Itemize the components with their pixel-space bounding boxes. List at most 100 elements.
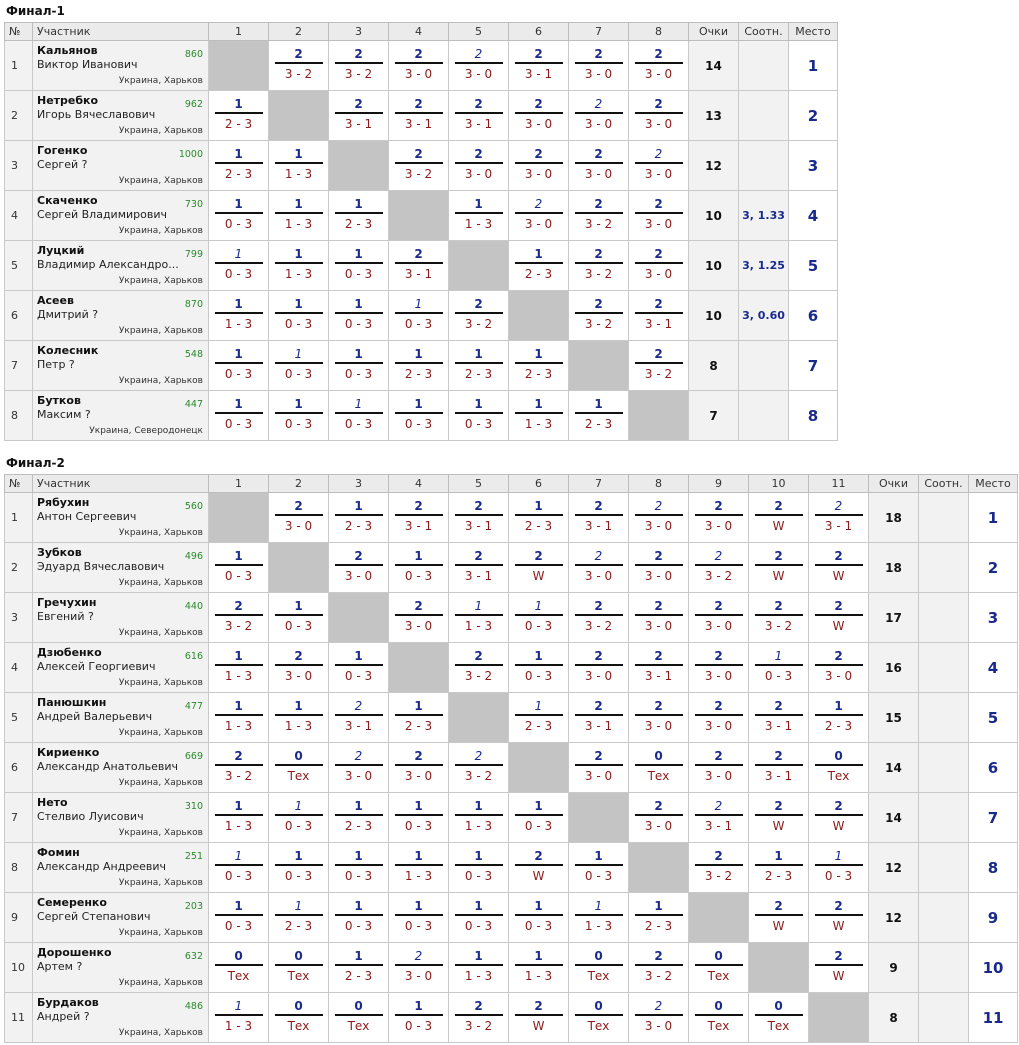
player-surname[interactable]: Семеренко: [37, 896, 107, 909]
player-surname[interactable]: Нетребко: [37, 94, 99, 107]
result-score: 1 - 3: [464, 217, 493, 231]
result-score: 3 - 2: [644, 367, 673, 381]
table-row: 3 Гречухин Евгений ? 440 Украина, Харьков 2 3 …: [4, 592, 1018, 643]
player-name: Виктор Иванович: [37, 58, 138, 71]
player-surname[interactable]: Рябухин: [37, 496, 90, 509]
result-cell: 2 3 - 1: [808, 492, 869, 543]
result-points: 2: [454, 499, 503, 516]
player-number: 4: [4, 190, 33, 241]
result-score: 0 - 3: [524, 819, 553, 833]
ratio-value: 3, 0.60: [738, 290, 789, 341]
total-points: 17: [868, 592, 919, 643]
place-value: 5: [968, 692, 1018, 743]
result-points: 1: [334, 899, 383, 916]
player-cell: Бутков Максим ? 447 Украина, Северодонецк: [32, 390, 209, 441]
result-cell: 0 Тех: [688, 992, 749, 1043]
result-score: Тех: [587, 1019, 610, 1033]
result-score: 0 - 3: [524, 619, 553, 633]
player-cell: Скаченко Сергей Владимирович 730 Украина, Х…: [32, 190, 209, 241]
result-cell: 0 Тех: [748, 992, 809, 1043]
player-surname[interactable]: Асеев: [37, 294, 74, 307]
result-score: 3 - 0: [524, 117, 553, 131]
result-score: 3 - 0: [404, 769, 433, 783]
result-cell: 1 0 - 3: [568, 842, 629, 893]
result-cell: 1 0 - 3: [208, 240, 269, 291]
result-score: W: [532, 1019, 545, 1033]
result-score: 3 - 0: [284, 669, 313, 683]
result-score: 3 - 0: [644, 67, 673, 81]
player-surname[interactable]: Скаченко: [37, 194, 98, 207]
player-surname[interactable]: Кальянов: [37, 44, 98, 57]
player-surname[interactable]: Луцкий: [37, 244, 85, 257]
result-cell: 1 1 - 3: [268, 692, 329, 743]
player-surname[interactable]: Нето: [37, 796, 68, 809]
result-score: 1 - 3: [284, 719, 313, 733]
result-points: 2: [274, 47, 323, 64]
result-points: 2: [574, 499, 623, 516]
result-points: 1: [214, 549, 263, 566]
result-score: 3 - 0: [404, 969, 433, 983]
result-score: 1 - 3: [524, 969, 553, 983]
result-score: 1 - 3: [524, 417, 553, 431]
result-points: 1: [274, 197, 323, 214]
player-number: 2: [4, 542, 33, 593]
result-points: 2: [694, 549, 743, 566]
result-score: 2 - 3: [344, 819, 373, 833]
result-points: 1: [574, 899, 623, 916]
result-points: 1: [274, 599, 323, 616]
result-cell: 2 3 - 2: [328, 40, 389, 91]
player-number: 1: [4, 40, 33, 91]
result-points: 2: [514, 47, 563, 64]
result-cell: 2 3 - 0: [628, 492, 689, 543]
result-points: 2: [334, 97, 383, 114]
player-surname[interactable]: Дзюбенко: [37, 646, 102, 659]
result-score: 2 - 3: [764, 869, 793, 883]
ratio-value: [918, 642, 969, 693]
result-cell: 1 0 - 3: [448, 390, 509, 441]
player-surname[interactable]: Бурдаков: [37, 996, 99, 1009]
result-cell: 2 3 - 0: [568, 642, 629, 693]
player-surname[interactable]: Бутков: [37, 394, 81, 407]
player-rating: 251: [184, 851, 203, 862]
result-points: 2: [334, 749, 383, 766]
ratio-value: 3, 1.25: [738, 240, 789, 291]
total-points: 14: [688, 40, 739, 91]
result-cell: 2 3 - 2: [268, 40, 329, 91]
result-cell: 2 3 - 1: [568, 492, 629, 543]
player-surname[interactable]: Панюшкин: [37, 696, 107, 709]
place-value: 6: [788, 290, 838, 341]
player-cell: Луцкий Владимир Александро... 799 Украина, …: [32, 240, 209, 291]
diagonal-cell: [688, 892, 749, 943]
header-col: 7: [568, 22, 629, 41]
player-surname[interactable]: Гогенко: [37, 144, 88, 157]
player-surname[interactable]: Зубков: [37, 546, 82, 559]
result-cell: 2 3 - 0: [268, 492, 329, 543]
player-location: Украина, Северодонецк: [89, 426, 203, 436]
player-number: 10: [4, 942, 33, 993]
total-points: 9: [868, 942, 919, 993]
result-cell: 2 3 - 1: [388, 90, 449, 141]
result-score: Тех: [707, 969, 730, 983]
final-1-header-row: № Участник 1 2 3 4 5 6 7 8 Очки Соотн. М…: [4, 22, 838, 41]
result-score: 1 - 3: [464, 969, 493, 983]
player-rating: 870: [184, 299, 203, 310]
total-points: 7: [688, 390, 739, 441]
player-surname[interactable]: Гречухин: [37, 596, 97, 609]
result-cell: 2 3 - 0: [628, 692, 689, 743]
result-points: 1: [214, 197, 263, 214]
result-score: 3 - 2: [584, 619, 613, 633]
result-cell: 2 3 - 0: [568, 40, 629, 91]
header-col: 7: [568, 474, 629, 493]
player-cell: Нетребко Игорь Вячеславович 962 Украина, Ха…: [32, 90, 209, 141]
result-points: 1: [214, 649, 263, 666]
player-cell: Фомин Александр Андреевич 251 Украина, Харь…: [32, 842, 209, 893]
player-surname[interactable]: Колесник: [37, 344, 99, 357]
player-surname[interactable]: Кириенко: [37, 746, 100, 759]
player-surname[interactable]: Дорошенко: [37, 946, 112, 959]
result-points: 1: [334, 949, 383, 966]
result-points: 2: [634, 297, 683, 314]
player-surname[interactable]: Фомин: [37, 846, 80, 859]
diagonal-cell: [448, 240, 509, 291]
result-score: 3 - 1: [824, 519, 853, 533]
